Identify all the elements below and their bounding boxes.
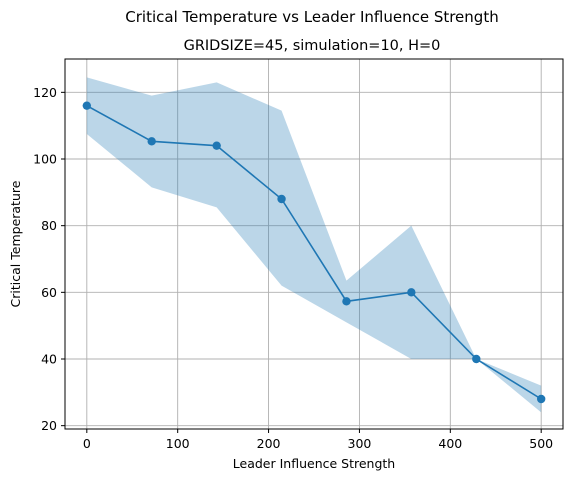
data-point [82, 101, 92, 110]
y-tick-label: 120 [33, 85, 57, 100]
x-tick-label: 0 [83, 436, 91, 451]
x-tick-label: 500 [529, 436, 553, 451]
y-tick-label: 80 [41, 218, 57, 233]
series-line-layer [86, 104, 542, 400]
data-point [147, 137, 156, 146]
chart-suptitle: Critical Temperature vs Leader Influence… [125, 8, 498, 26]
data-point [536, 394, 546, 404]
grid-lines [65, 59, 563, 429]
y-axis-label: Critical Temperature [8, 180, 23, 307]
x-tick-label: 300 [348, 436, 372, 451]
data-point [277, 194, 286, 204]
confidence-band [86, 77, 542, 413]
y-tick-label: 60 [41, 285, 57, 300]
y-tick-label: 20 [41, 418, 57, 433]
data-point [342, 297, 351, 306]
y-axis-ticks: 20 40 60 80 100 120 [33, 85, 65, 433]
plot-frame [64, 58, 564, 430]
y-tick-label: 40 [41, 352, 57, 367]
x-axis-label: Leader Influence Strength [233, 456, 395, 471]
x-tick-label: 100 [166, 436, 190, 451]
series-line [86, 104, 542, 400]
data-points [82, 101, 546, 404]
data-point [472, 354, 481, 364]
data-point [212, 141, 221, 150]
chart-subtitle: GRIDSIZE=45, simulation=10, H=0 [184, 38, 441, 54]
x-tick-label: 200 [257, 436, 281, 451]
y-tick-label: 100 [33, 152, 57, 167]
confidence-band-layer [86, 77, 542, 413]
x-tick-label: 400 [438, 436, 462, 451]
x-axis-ticks: 0 100 200 300 400 500 [83, 429, 553, 451]
data-point [407, 288, 416, 297]
